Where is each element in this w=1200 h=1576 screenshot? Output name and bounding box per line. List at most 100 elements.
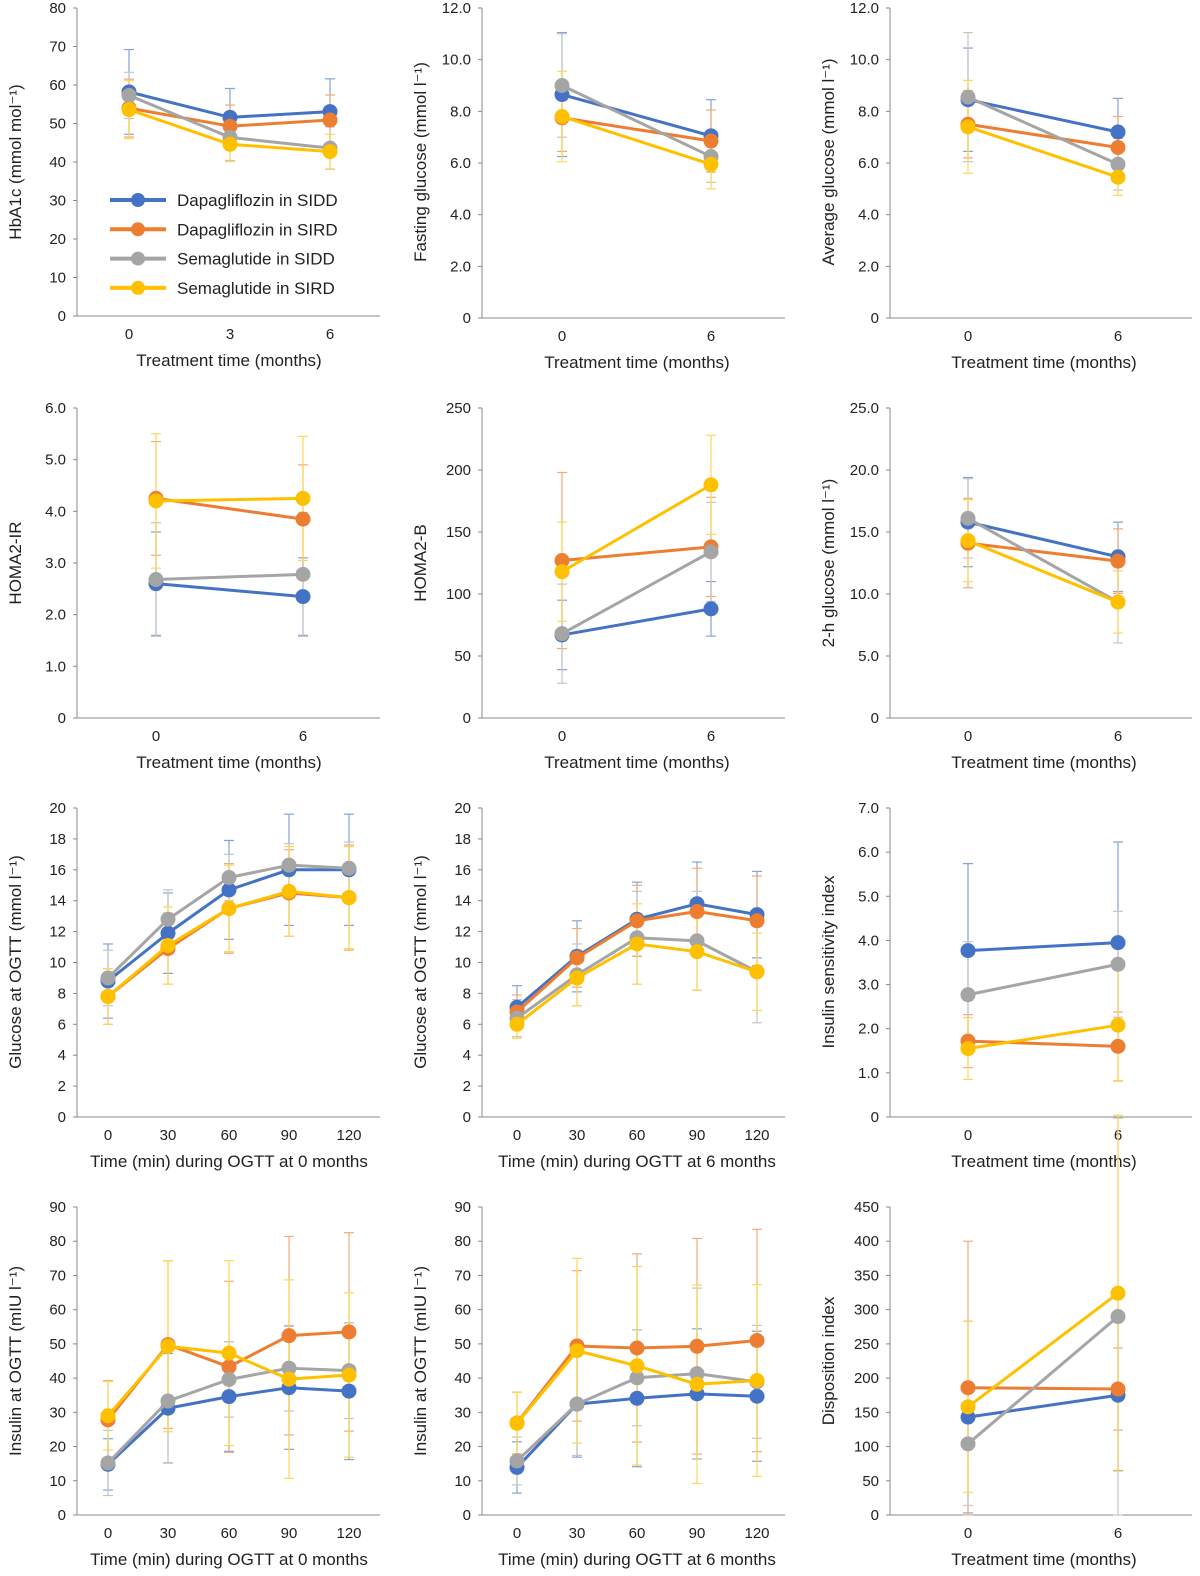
y-tick-label: 16 [49, 862, 66, 879]
y-tick-label: 6.0 [450, 155, 471, 172]
y-tick-label: 2 [463, 1078, 471, 1095]
y-tick-label: 6 [58, 1016, 66, 1033]
y-tick-label: 20 [49, 1439, 66, 1456]
data-point [554, 78, 570, 93]
series-line-1 [967, 520, 1119, 559]
data-point [703, 156, 719, 172]
y-tick-label: 450 [854, 1199, 879, 1216]
y-tick-label: 10.0 [850, 52, 879, 69]
y-tick-label: 20.0 [850, 462, 879, 479]
y-tick-label: 4.0 [450, 207, 471, 224]
legend-item: Semaglutide in SIRD [110, 279, 335, 298]
data-point [569, 950, 585, 966]
chart-panel-3: 0 2.0 4.0 6.0 8.0 10.0 12.0 0 6 Treatment time (m… [819, 0, 1192, 372]
x-axis-label: Treatment time (months) [951, 353, 1136, 372]
y-tick-label: 300 [854, 1302, 879, 1319]
y-tick-label: 30 [49, 1404, 66, 1421]
legend-item: Dapagliflozin in SIRD [110, 220, 338, 239]
x-tick-label: 120 [336, 1525, 361, 1542]
data-point [295, 589, 311, 605]
legend-marker [131, 222, 145, 237]
data-point [960, 1380, 976, 1396]
legend: Dapagliflozin in SIDD Dapagliflozin in SI… [110, 191, 338, 298]
data-point [703, 601, 719, 617]
y-tick-label: 60 [49, 77, 66, 94]
y-tick-label: 40 [49, 154, 66, 171]
series-line-3 [967, 95, 1119, 166]
data-point [100, 970, 116, 986]
data-point [100, 988, 116, 1004]
data-point [703, 477, 719, 493]
x-tick-label: 90 [689, 1525, 706, 1542]
y-tick-label: 0 [463, 310, 471, 327]
y-tick-label: 250 [854, 1336, 879, 1353]
y-tick-label: 6.0 [45, 400, 66, 417]
x-axis-label: Treatment time (months) [136, 351, 321, 370]
y-tick-label: 20 [454, 800, 471, 817]
y-tick-label: 6 [463, 1016, 471, 1033]
y-axis-label: Fasting glucose (mmol l⁻¹) [411, 62, 430, 262]
data-point [148, 572, 164, 588]
x-axis-label: Treatment time (months) [544, 753, 729, 772]
data-point [281, 1328, 297, 1344]
legend-label: Semaglutide in SIDD [177, 250, 335, 269]
data-point [341, 1367, 357, 1383]
data-point [569, 970, 585, 986]
y-tick-label: 50 [49, 1336, 66, 1353]
data-point [689, 944, 705, 960]
data-point [281, 1360, 297, 1376]
x-axis-label: Treatment time (months) [951, 1550, 1136, 1569]
y-tick-label: 0 [58, 308, 66, 325]
y-tick-label: 100 [854, 1439, 879, 1456]
legend-item: Dapagliflozin in SIDD [110, 191, 338, 210]
y-tick-label: 200 [446, 462, 471, 479]
y-axis-label: Glucose at OGTT (mmol l⁻¹) [6, 855, 25, 1069]
y-tick-label: 6.0 [858, 844, 879, 861]
x-tick-label: 30 [569, 1525, 586, 1542]
y-tick-label: 6.0 [858, 155, 879, 172]
data-point [295, 511, 311, 527]
data-point [749, 1332, 765, 1348]
y-tick-label: 12 [454, 924, 471, 941]
x-tick-label: 6 [299, 728, 307, 745]
y-tick-label: 90 [49, 1199, 66, 1216]
legend-marker [131, 193, 145, 207]
series-line-3 [967, 1315, 1119, 1445]
series-line-4 [967, 539, 1119, 604]
y-tick-label: 60 [454, 1302, 471, 1319]
data-point [689, 1376, 705, 1392]
y-tick-label: 2.0 [450, 258, 471, 275]
y-tick-label: 2.0 [858, 1021, 879, 1038]
x-axis-label: Time (min) during OGTT at 0 months [90, 1152, 368, 1171]
series-line-4 [967, 1023, 1119, 1051]
y-tick-label: 10 [49, 1473, 66, 1490]
y-axis-label: HOMA2-B [411, 524, 430, 601]
x-tick-label: 6 [707, 728, 715, 745]
data-point [629, 936, 645, 952]
y-tick-label: 18 [454, 831, 471, 848]
x-tick-label: 120 [336, 1127, 361, 1144]
series-line-1 [967, 1393, 1119, 1419]
y-tick-label: 20 [454, 1439, 471, 1456]
data-point [281, 1371, 297, 1387]
y-axis-label: Disposition index [819, 1296, 838, 1425]
data-point [689, 1366, 705, 1382]
x-tick-label: 60 [221, 1525, 238, 1542]
data-point [509, 1415, 525, 1431]
data-point [689, 904, 705, 920]
x-tick-label: 30 [569, 1127, 586, 1144]
data-point [222, 118, 238, 134]
data-point [569, 1396, 585, 1412]
x-tick-label: 90 [689, 1127, 706, 1144]
data-point [629, 1340, 645, 1356]
y-tick-label: 10.0 [442, 52, 471, 69]
chart-panel-1: 0 10 20 30 40 50 60 70 80 0 3 6 Treatment time (mont… [6, 0, 380, 370]
data-point [1110, 1017, 1126, 1033]
data-point [160, 1393, 176, 1409]
y-tick-label: 80 [49, 1233, 66, 1250]
data-point [1110, 935, 1126, 951]
chart-panel-6: 0 5.0 10.0 15.0 20.0 25.0 0 6 Treatment time (mo… [819, 400, 1192, 772]
data-point [1110, 1309, 1126, 1325]
